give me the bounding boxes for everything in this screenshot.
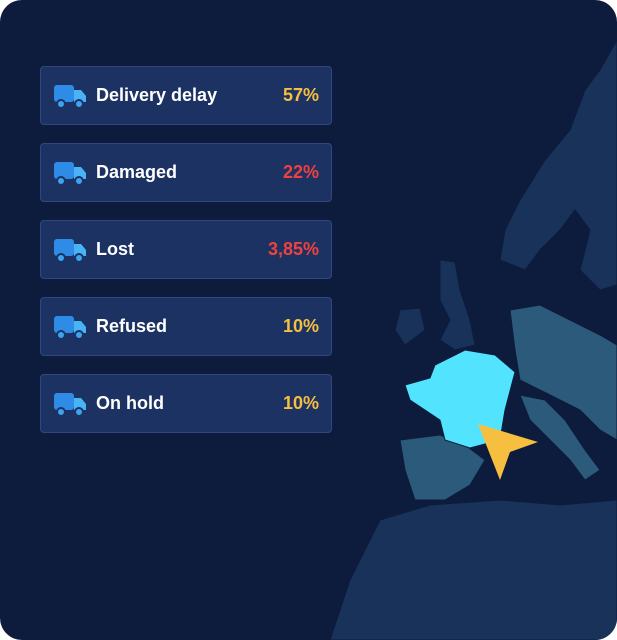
issue-label: Delivery delay bbox=[96, 85, 218, 105]
issue-label: Damaged bbox=[96, 162, 178, 182]
issue-row: Refused 10% bbox=[40, 297, 332, 356]
cursor-pointer bbox=[478, 424, 538, 480]
france bbox=[404, 349, 516, 449]
truck-icon bbox=[54, 316, 86, 340]
issue-row: Lost 3,85% bbox=[40, 220, 332, 279]
issue-row: Delivery delay 57% bbox=[40, 66, 332, 125]
issue-row: On hold 10% bbox=[40, 374, 332, 433]
issue-value: 57% bbox=[282, 85, 319, 105]
truck-icon bbox=[54, 239, 86, 263]
issue-value: 10% bbox=[282, 393, 319, 413]
issue-value: 10% bbox=[282, 316, 319, 336]
issue-value: 22% bbox=[282, 162, 319, 182]
issue-label: On hold bbox=[96, 393, 164, 413]
issue-label: Refused bbox=[96, 316, 168, 336]
issue-value: 3,85% bbox=[267, 239, 319, 259]
truck-icon bbox=[54, 162, 86, 186]
issue-row: Damaged 22% bbox=[40, 143, 332, 202]
truck-icon bbox=[54, 393, 86, 417]
truck-icon bbox=[54, 85, 86, 109]
issue-label: Lost bbox=[96, 239, 134, 259]
